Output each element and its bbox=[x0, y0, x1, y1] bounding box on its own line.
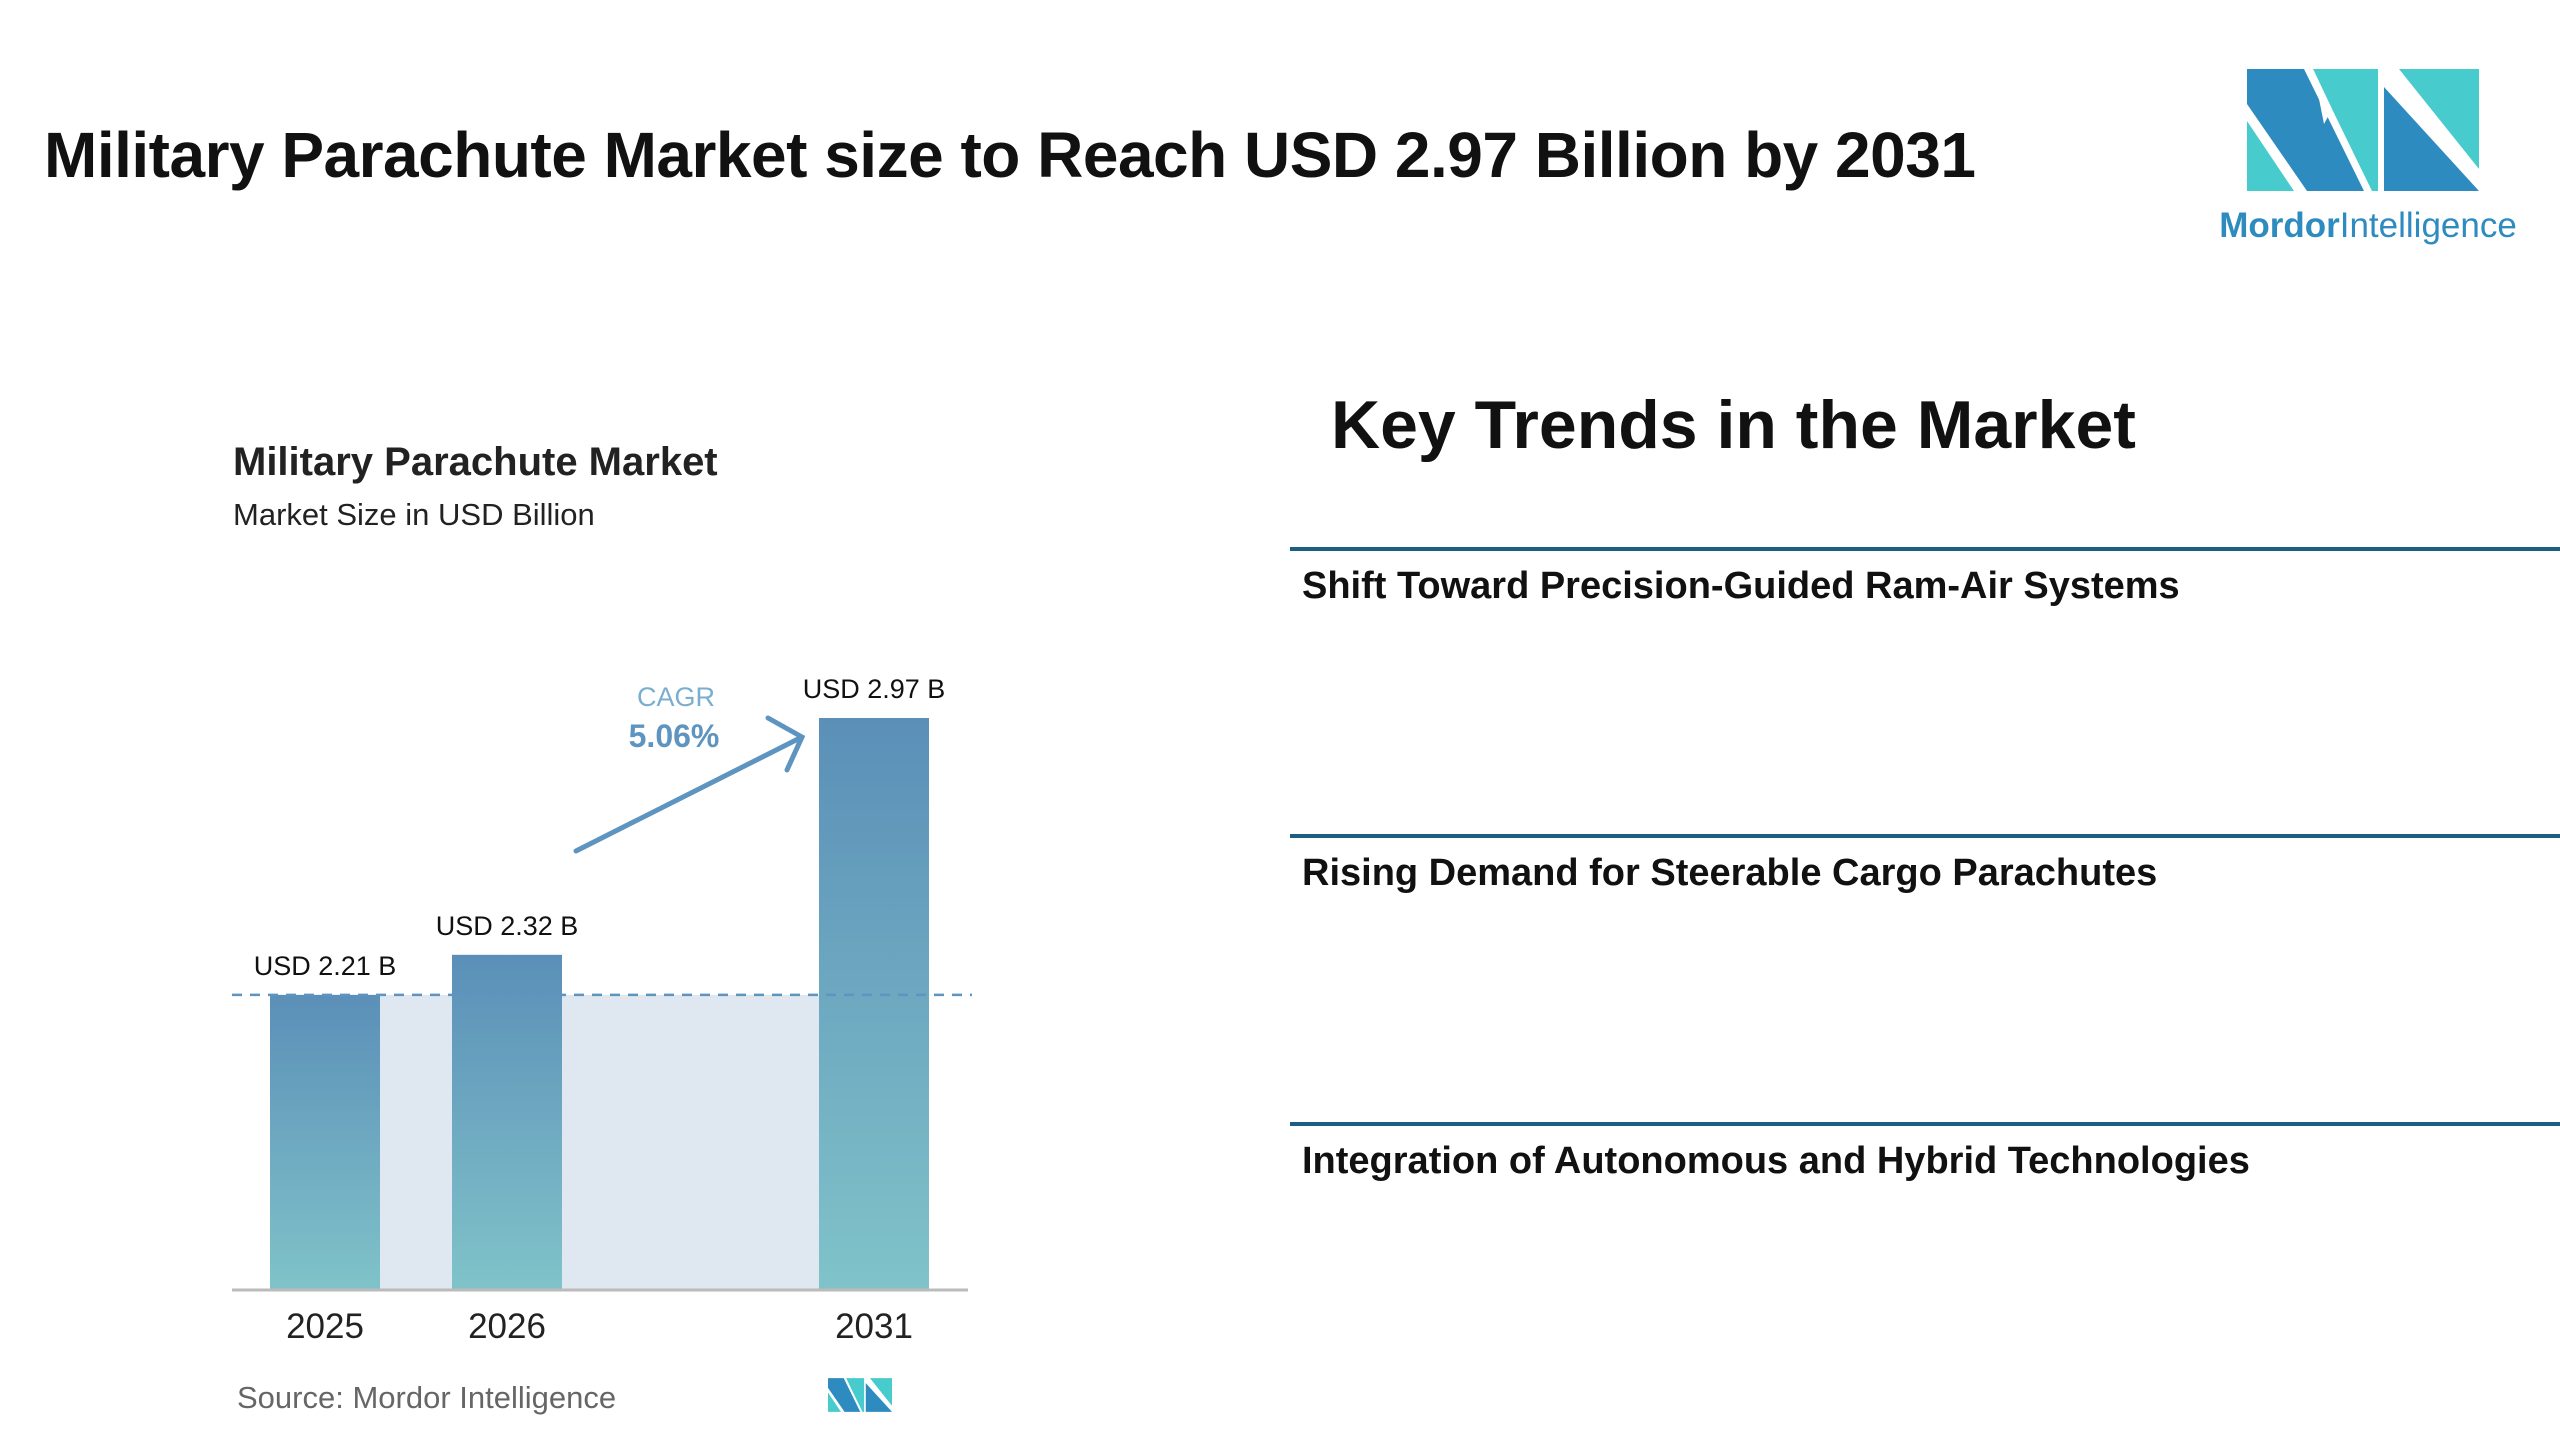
trend-label: Integration of Autonomous and Hybrid Tec… bbox=[1302, 1140, 2250, 1182]
trend-item: Shift Toward Precision-Guided Ram-Air Sy… bbox=[1290, 547, 2560, 608]
data-label-2026: USD 2.32 B bbox=[436, 911, 579, 941]
cagr-arrow-icon bbox=[573, 715, 806, 854]
logo-mark-icon bbox=[2247, 69, 2479, 191]
cagr-value: 5.06% bbox=[629, 718, 720, 754]
x-tick-2026: 2026 bbox=[468, 1307, 546, 1346]
data-label-2025: USD 2.21 B bbox=[254, 951, 397, 981]
bar-2026 bbox=[452, 954, 562, 1290]
bar-2025 bbox=[270, 994, 380, 1290]
chart-title: Military Parachute Market bbox=[233, 440, 718, 484]
mordor-intelligence-logo: MordorIntelligence bbox=[2218, 66, 2518, 256]
source-note: Source: Mordor Intelligence bbox=[237, 1380, 617, 1415]
logo-wordmark: MordorIntelligence bbox=[2219, 206, 2517, 245]
trend-label: Shift Toward Precision-Guided Ram-Air Sy… bbox=[1302, 565, 2180, 607]
small-logo-icon bbox=[828, 1378, 892, 1412]
x-tick-2031: 2031 bbox=[835, 1307, 913, 1346]
bar-chart: USD 2.21 B 2025 USD 2.32 B 2026 USD 2.97 B 20… bbox=[232, 674, 972, 1346]
trend-label: Rising Demand for Steerable Cargo Parach… bbox=[1302, 852, 2158, 894]
trend-item: Integration of Autonomous and Hybrid Tec… bbox=[1290, 1122, 2560, 1183]
bar-2031 bbox=[819, 718, 929, 1290]
page-title: Military Parachute Market size to Reach … bbox=[44, 119, 1976, 191]
trend-item: Rising Demand for Steerable Cargo Parach… bbox=[1290, 834, 2560, 895]
data-label-2031: USD 2.97 B bbox=[803, 674, 946, 704]
key-trends-heading: Key Trends in the Market bbox=[1331, 387, 2136, 463]
chart-subtitle: Market Size in USD Billion bbox=[233, 497, 595, 532]
cagr-label: CAGR bbox=[637, 682, 715, 712]
x-tick-2025: 2025 bbox=[286, 1307, 364, 1346]
